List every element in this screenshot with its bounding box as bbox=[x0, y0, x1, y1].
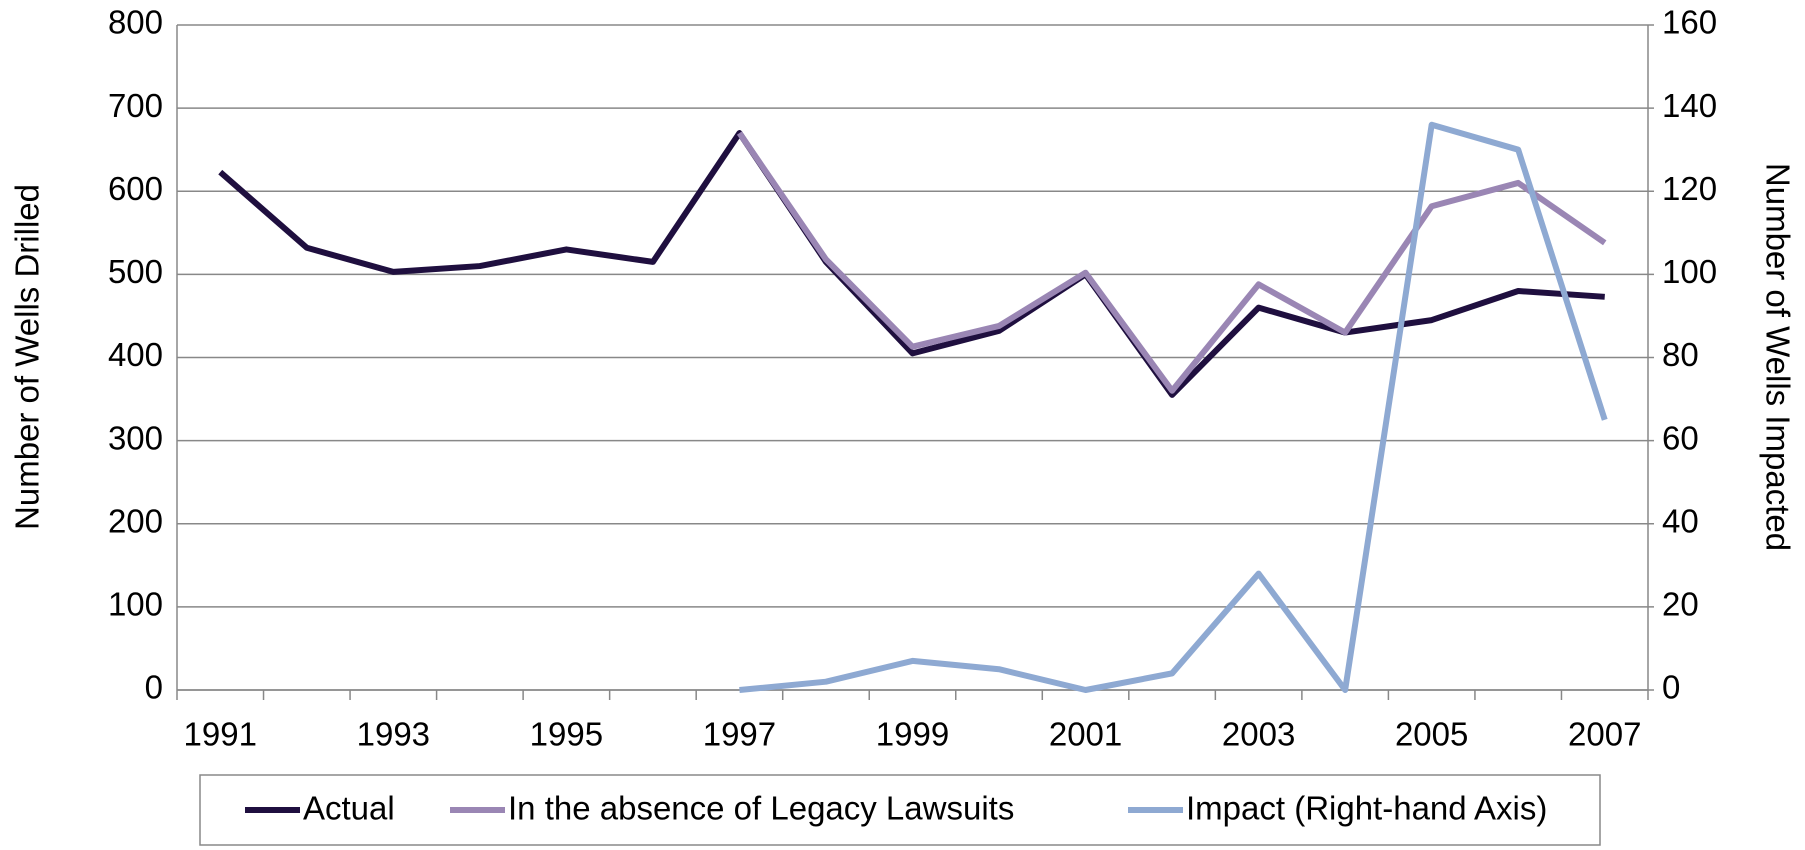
y-tick-label: 700 bbox=[108, 87, 163, 124]
x-tick-label: 1999 bbox=[876, 716, 949, 753]
series-line bbox=[739, 121, 1608, 693]
y-axis-title: Number of Wells Drilled bbox=[9, 184, 46, 530]
y2-tick-label: 120 bbox=[1662, 170, 1717, 207]
y2-tick-label: 80 bbox=[1662, 336, 1699, 373]
y-tick-label: 500 bbox=[108, 253, 163, 290]
y-tick-label: 200 bbox=[108, 502, 163, 539]
y-tick-label: 800 bbox=[108, 4, 163, 41]
y-tick-label: 0 bbox=[145, 669, 163, 706]
x-tick-label: 2001 bbox=[1049, 716, 1122, 753]
y-tick-label: 600 bbox=[108, 170, 163, 207]
legend-label: In the absence of Legacy Lawsuits bbox=[508, 790, 1014, 827]
y2-axis-title: Number of Wells Impacted bbox=[1759, 163, 1796, 551]
legend-box bbox=[199, 774, 1601, 846]
x-tick-label: 1993 bbox=[357, 716, 430, 753]
legend-label: Actual bbox=[303, 790, 395, 827]
y2-tick-label: 0 bbox=[1662, 669, 1680, 706]
y2-tick-label: 140 bbox=[1662, 87, 1717, 124]
y-tick-label: 400 bbox=[108, 336, 163, 373]
series-line bbox=[218, 130, 1605, 398]
y2-tick-label: 100 bbox=[1662, 253, 1717, 290]
y-tick-label: 100 bbox=[108, 586, 163, 623]
y2-tick-label: 60 bbox=[1662, 419, 1699, 456]
y2-tick-label: 160 bbox=[1662, 4, 1717, 41]
x-tick-label: 2007 bbox=[1568, 716, 1641, 753]
x-tick-label: 1997 bbox=[703, 716, 776, 753]
y2-tick-label: 20 bbox=[1662, 586, 1699, 623]
x-tick-label: 2003 bbox=[1222, 716, 1295, 753]
y-tick-label: 300 bbox=[108, 419, 163, 456]
x-tick-label: 1995 bbox=[530, 716, 603, 753]
x-tick-label: 1991 bbox=[184, 716, 257, 753]
series-line bbox=[736, 131, 1607, 394]
y2-tick-label: 40 bbox=[1662, 502, 1699, 539]
legend-label: Impact (Right-hand Axis) bbox=[1186, 790, 1547, 827]
x-tick-label: 2005 bbox=[1395, 716, 1468, 753]
